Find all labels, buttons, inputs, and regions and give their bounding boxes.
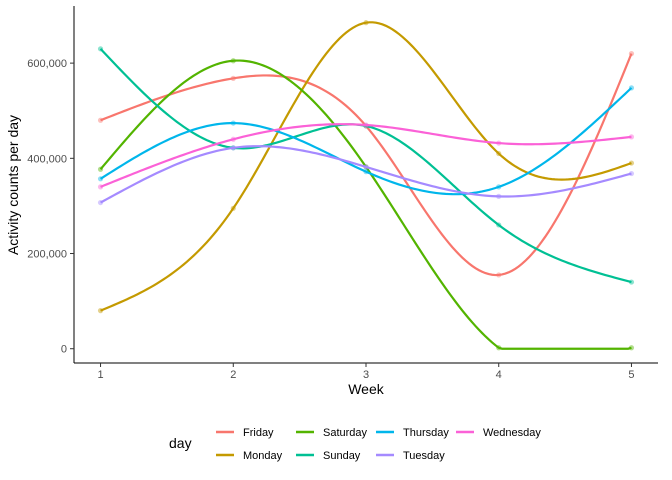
data-point bbox=[97, 46, 104, 52]
data-point bbox=[97, 176, 104, 182]
data-point bbox=[230, 145, 236, 151]
y-ticks: 0 200,000 400,000 600,000 bbox=[27, 58, 74, 356]
series-tuesday bbox=[97, 145, 635, 206]
legend-item-tuesday: Tuesday bbox=[376, 450, 445, 462]
data-point bbox=[496, 272, 502, 278]
data-point bbox=[628, 345, 635, 351]
series-line-tuesday bbox=[100, 145, 632, 204]
series-line-wednesday bbox=[100, 123, 632, 188]
legend-item-sunday: Sunday bbox=[296, 450, 361, 462]
series-line-monday bbox=[100, 21, 632, 312]
x-ticks: 1 2 3 4 5 bbox=[97, 363, 635, 381]
data-point bbox=[230, 136, 236, 142]
x-tick-label: 2 bbox=[230, 369, 236, 381]
x-tick-label: 1 bbox=[97, 369, 103, 381]
data-point bbox=[97, 199, 104, 206]
legend-label: Monday bbox=[243, 450, 283, 462]
y-tick-label: 0 bbox=[61, 344, 67, 356]
legend-item-friday: Friday bbox=[216, 427, 274, 439]
data-point bbox=[628, 51, 635, 57]
data-point bbox=[496, 222, 502, 228]
series-line-thursday bbox=[99, 87, 633, 196]
data-point bbox=[363, 20, 369, 26]
y-tick-label: 400,000 bbox=[27, 153, 67, 165]
data-point bbox=[496, 140, 502, 146]
x-tick-label: 4 bbox=[496, 369, 502, 381]
y-tick-label: 600,000 bbox=[27, 58, 67, 70]
data-point bbox=[363, 122, 369, 128]
data-point bbox=[496, 150, 502, 157]
data-point bbox=[363, 164, 369, 170]
legend-label: Saturday bbox=[323, 427, 368, 439]
x-tick-label: 3 bbox=[363, 369, 369, 381]
data-point bbox=[97, 184, 104, 190]
legend-label: Friday bbox=[243, 427, 274, 439]
data-point bbox=[97, 117, 104, 123]
legend-item-monday: Monday bbox=[216, 450, 283, 462]
series-line-saturday bbox=[99, 59, 632, 350]
data-point bbox=[496, 193, 502, 199]
legend-label: Tuesday bbox=[403, 450, 445, 462]
legend-title: day bbox=[169, 435, 192, 451]
data-point bbox=[97, 166, 104, 172]
data-point bbox=[628, 160, 635, 166]
data-point bbox=[97, 308, 104, 314]
data-point bbox=[496, 345, 502, 351]
y-tick-label: 200,000 bbox=[27, 249, 67, 261]
data-point bbox=[363, 169, 369, 175]
data-point bbox=[628, 279, 635, 285]
data-point bbox=[628, 170, 635, 177]
series-saturday bbox=[97, 58, 635, 351]
legend-item-saturday: Saturday bbox=[296, 427, 368, 439]
x-axis-title: Week bbox=[348, 381, 385, 397]
plot-area bbox=[97, 20, 635, 351]
legend-label: Thursday bbox=[403, 427, 449, 439]
data-point bbox=[230, 58, 236, 64]
legend: day Friday Monday Saturday Sunday Thursday Tu… bbox=[169, 427, 541, 462]
x-tick-label: 5 bbox=[628, 369, 634, 381]
data-point bbox=[230, 75, 236, 81]
data-point bbox=[628, 85, 635, 91]
series-wednesday bbox=[97, 122, 635, 190]
legend-item-wednesday: Wednesday bbox=[456, 427, 541, 439]
series-monday bbox=[97, 20, 635, 314]
data-point bbox=[230, 120, 236, 126]
data-point bbox=[230, 205, 236, 211]
y-axis-title: Activity counts per day bbox=[5, 115, 21, 255]
legend-label: Wednesday bbox=[483, 427, 541, 439]
data-point bbox=[496, 184, 502, 190]
series-thursday bbox=[97, 85, 635, 196]
data-point bbox=[628, 134, 635, 140]
legend-item-thursday: Thursday bbox=[376, 427, 449, 439]
legend-label: Sunday bbox=[323, 450, 361, 462]
